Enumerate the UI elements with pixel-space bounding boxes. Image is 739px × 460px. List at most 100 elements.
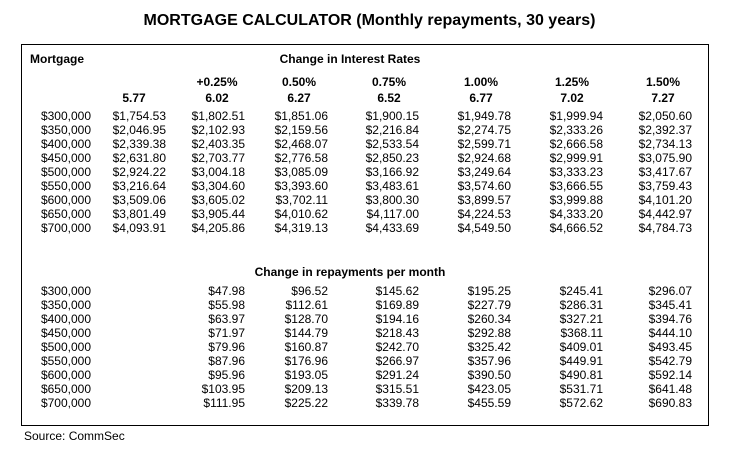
repayment-cell: $3,801.49 — [112, 207, 166, 221]
repayment-change-cell: $218.43 — [375, 326, 419, 340]
mortgage-amount: $650,000 — [40, 382, 91, 396]
repayment-cell: $1,802.51 — [191, 109, 245, 123]
repayment-cell: $2,216.84 — [365, 123, 419, 137]
repayment-cell: $4,101.20 — [638, 193, 692, 207]
repayment-change-cell: $169.89 — [375, 298, 419, 312]
interest-rate-header: 6.77 — [469, 91, 493, 105]
repayment-change-cell: $490.81 — [559, 368, 603, 382]
rate-change-header: 1.50% — [645, 75, 681, 89]
mortgage-amount: $700,000 — [40, 396, 91, 410]
mortgage-amount: $450,000 — [40, 151, 91, 165]
repayment-change-cell: $47.98 — [208, 284, 245, 298]
repayment-cell: $2,050.60 — [638, 109, 692, 123]
repayment-change-cell: $690.83 — [648, 396, 692, 410]
rate-change-header: 0.75% — [371, 75, 407, 89]
interest-rate-header: 6.52 — [377, 91, 401, 105]
repayment-change-cell: $325.42 — [467, 340, 511, 354]
repayment-change-cell: $144.79 — [284, 326, 328, 340]
rate-change-header: +0.25% — [196, 75, 238, 89]
repayment-cell: $3,333.23 — [549, 165, 603, 179]
repayment-change-cell: $286.31 — [559, 298, 603, 312]
repayment-cell: $2,102.93 — [191, 123, 245, 137]
repayment-change-cell: $225.22 — [284, 396, 328, 410]
repayment-cell: $1,949.78 — [457, 109, 511, 123]
repayment-change-cell: $493.45 — [648, 340, 692, 354]
interest-rate-header: 7.27 — [651, 91, 675, 105]
repayment-change-cell: $242.70 — [375, 340, 419, 354]
repayment-cell: $3,249.64 — [457, 165, 511, 179]
repayment-change-cell: $296.07 — [648, 284, 692, 298]
repayment-change-cell: $145.62 — [375, 284, 419, 298]
repayment-cell: $4,093.91 — [112, 221, 166, 235]
repayment-change-cell: $315.51 — [375, 382, 419, 396]
repayment-cell: $4,784.73 — [638, 221, 692, 235]
rate-change-header: 1.00% — [463, 75, 499, 89]
repayment-cell: $3,666.55 — [549, 179, 603, 193]
repayment-cell: $2,631.80 — [112, 151, 166, 165]
repayment-change-cell: $390.50 — [467, 368, 511, 382]
source-note: Source: CommSec — [24, 429, 125, 443]
repayment-change-cell: $79.96 — [208, 340, 245, 354]
repayment-cell: $2,924.22 — [112, 165, 166, 179]
repayment-change-cell: $449.91 — [559, 354, 603, 368]
repayment-change-cell: $291.24 — [375, 368, 419, 382]
repayment-cell: $2,924.68 — [457, 151, 511, 165]
repayment-cell: $1,754.53 — [112, 109, 166, 123]
repayment-change-cell: $327.21 — [559, 312, 603, 326]
repayment-change-cell: $357.96 — [467, 354, 511, 368]
repayment-cell: $4,442.97 — [638, 207, 692, 221]
interest-rate-header: 6.27 — [287, 91, 311, 105]
repayment-change-cell: $176.96 — [284, 354, 328, 368]
repayment-change-cell: $95.96 — [208, 368, 245, 382]
mortgage-column-header: Mortgage — [30, 52, 84, 66]
repayment-change-cell: $96.52 — [291, 284, 328, 298]
repayment-change-cell: $209.13 — [284, 382, 328, 396]
interest-rate-header: 7.02 — [560, 91, 584, 105]
interest-rate-header: 5.77 — [122, 91, 146, 105]
repayment-change-cell: $292.88 — [467, 326, 511, 340]
repayment-cell: $3,899.57 — [457, 193, 511, 207]
repayment-cell: $3,304.60 — [191, 179, 245, 193]
mortgage-amount: $450,000 — [40, 326, 91, 340]
repayment-cell: $3,004.18 — [191, 165, 245, 179]
repayment-cell: $2,333.26 — [549, 123, 603, 137]
repayment-cell: $3,759.43 — [638, 179, 692, 193]
repayment-cell: $2,599.71 — [457, 137, 511, 151]
repayment-change-cell: $572.62 — [559, 396, 603, 410]
repayment-change-cell: $394.76 — [648, 312, 692, 326]
repayment-cell: $3,800.30 — [365, 193, 419, 207]
repayment-cell: $3,702.11 — [275, 193, 329, 207]
mortgage-amount: $500,000 — [40, 165, 91, 179]
repayment-cell: $1,999.94 — [549, 109, 603, 123]
repayment-cell: $3,393.60 — [274, 179, 328, 193]
repayment-change-cell: $71.97 — [208, 326, 245, 340]
repayment-cell: $2,274.75 — [457, 123, 511, 137]
mortgage-amount: $600,000 — [40, 368, 91, 382]
repayment-change-cell: $193.05 — [284, 368, 328, 382]
repayment-change-cell: $423.05 — [467, 382, 511, 396]
mortgage-amount: $400,000 — [40, 312, 91, 326]
repayment-cell: $3,905.44 — [191, 207, 245, 221]
repayment-change-cell: $345.41 — [648, 298, 692, 312]
interest-rate-header: 6.02 — [205, 91, 229, 105]
repayment-change-cell: $542.79 — [648, 354, 692, 368]
repayment-cell: $3,417.67 — [638, 165, 692, 179]
repayment-cell: $2,533.54 — [365, 137, 419, 151]
repayment-change-cell: $160.87 — [284, 340, 328, 354]
repayment-cell: $4,224.53 — [457, 207, 511, 221]
repayment-cell: $1,851.06 — [274, 109, 328, 123]
repayment-change-cell: $266.97 — [375, 354, 419, 368]
repayment-change-cell: $339.78 — [375, 396, 419, 410]
mortgage-amount: $700,000 — [40, 221, 91, 235]
repayment-cell: $2,703.77 — [191, 151, 245, 165]
repayment-cell: $3,216.64 — [112, 179, 166, 193]
repayment-cell: $2,734.13 — [638, 137, 692, 151]
repayment-cell: $3,509.06 — [112, 193, 166, 207]
repayment-cell: $2,776.58 — [274, 151, 328, 165]
repayment-change-cell: $111.95 — [203, 396, 245, 410]
rate-change-header: 1.25% — [554, 75, 590, 89]
repayment-cell: $2,403.35 — [191, 137, 245, 151]
repayment-change-cell: $409.01 — [559, 340, 603, 354]
page-title: MORTGAGE CALCULATOR (Monthly repayments,… — [143, 12, 596, 29]
repayment-cell: $4,117.00 — [366, 207, 420, 221]
